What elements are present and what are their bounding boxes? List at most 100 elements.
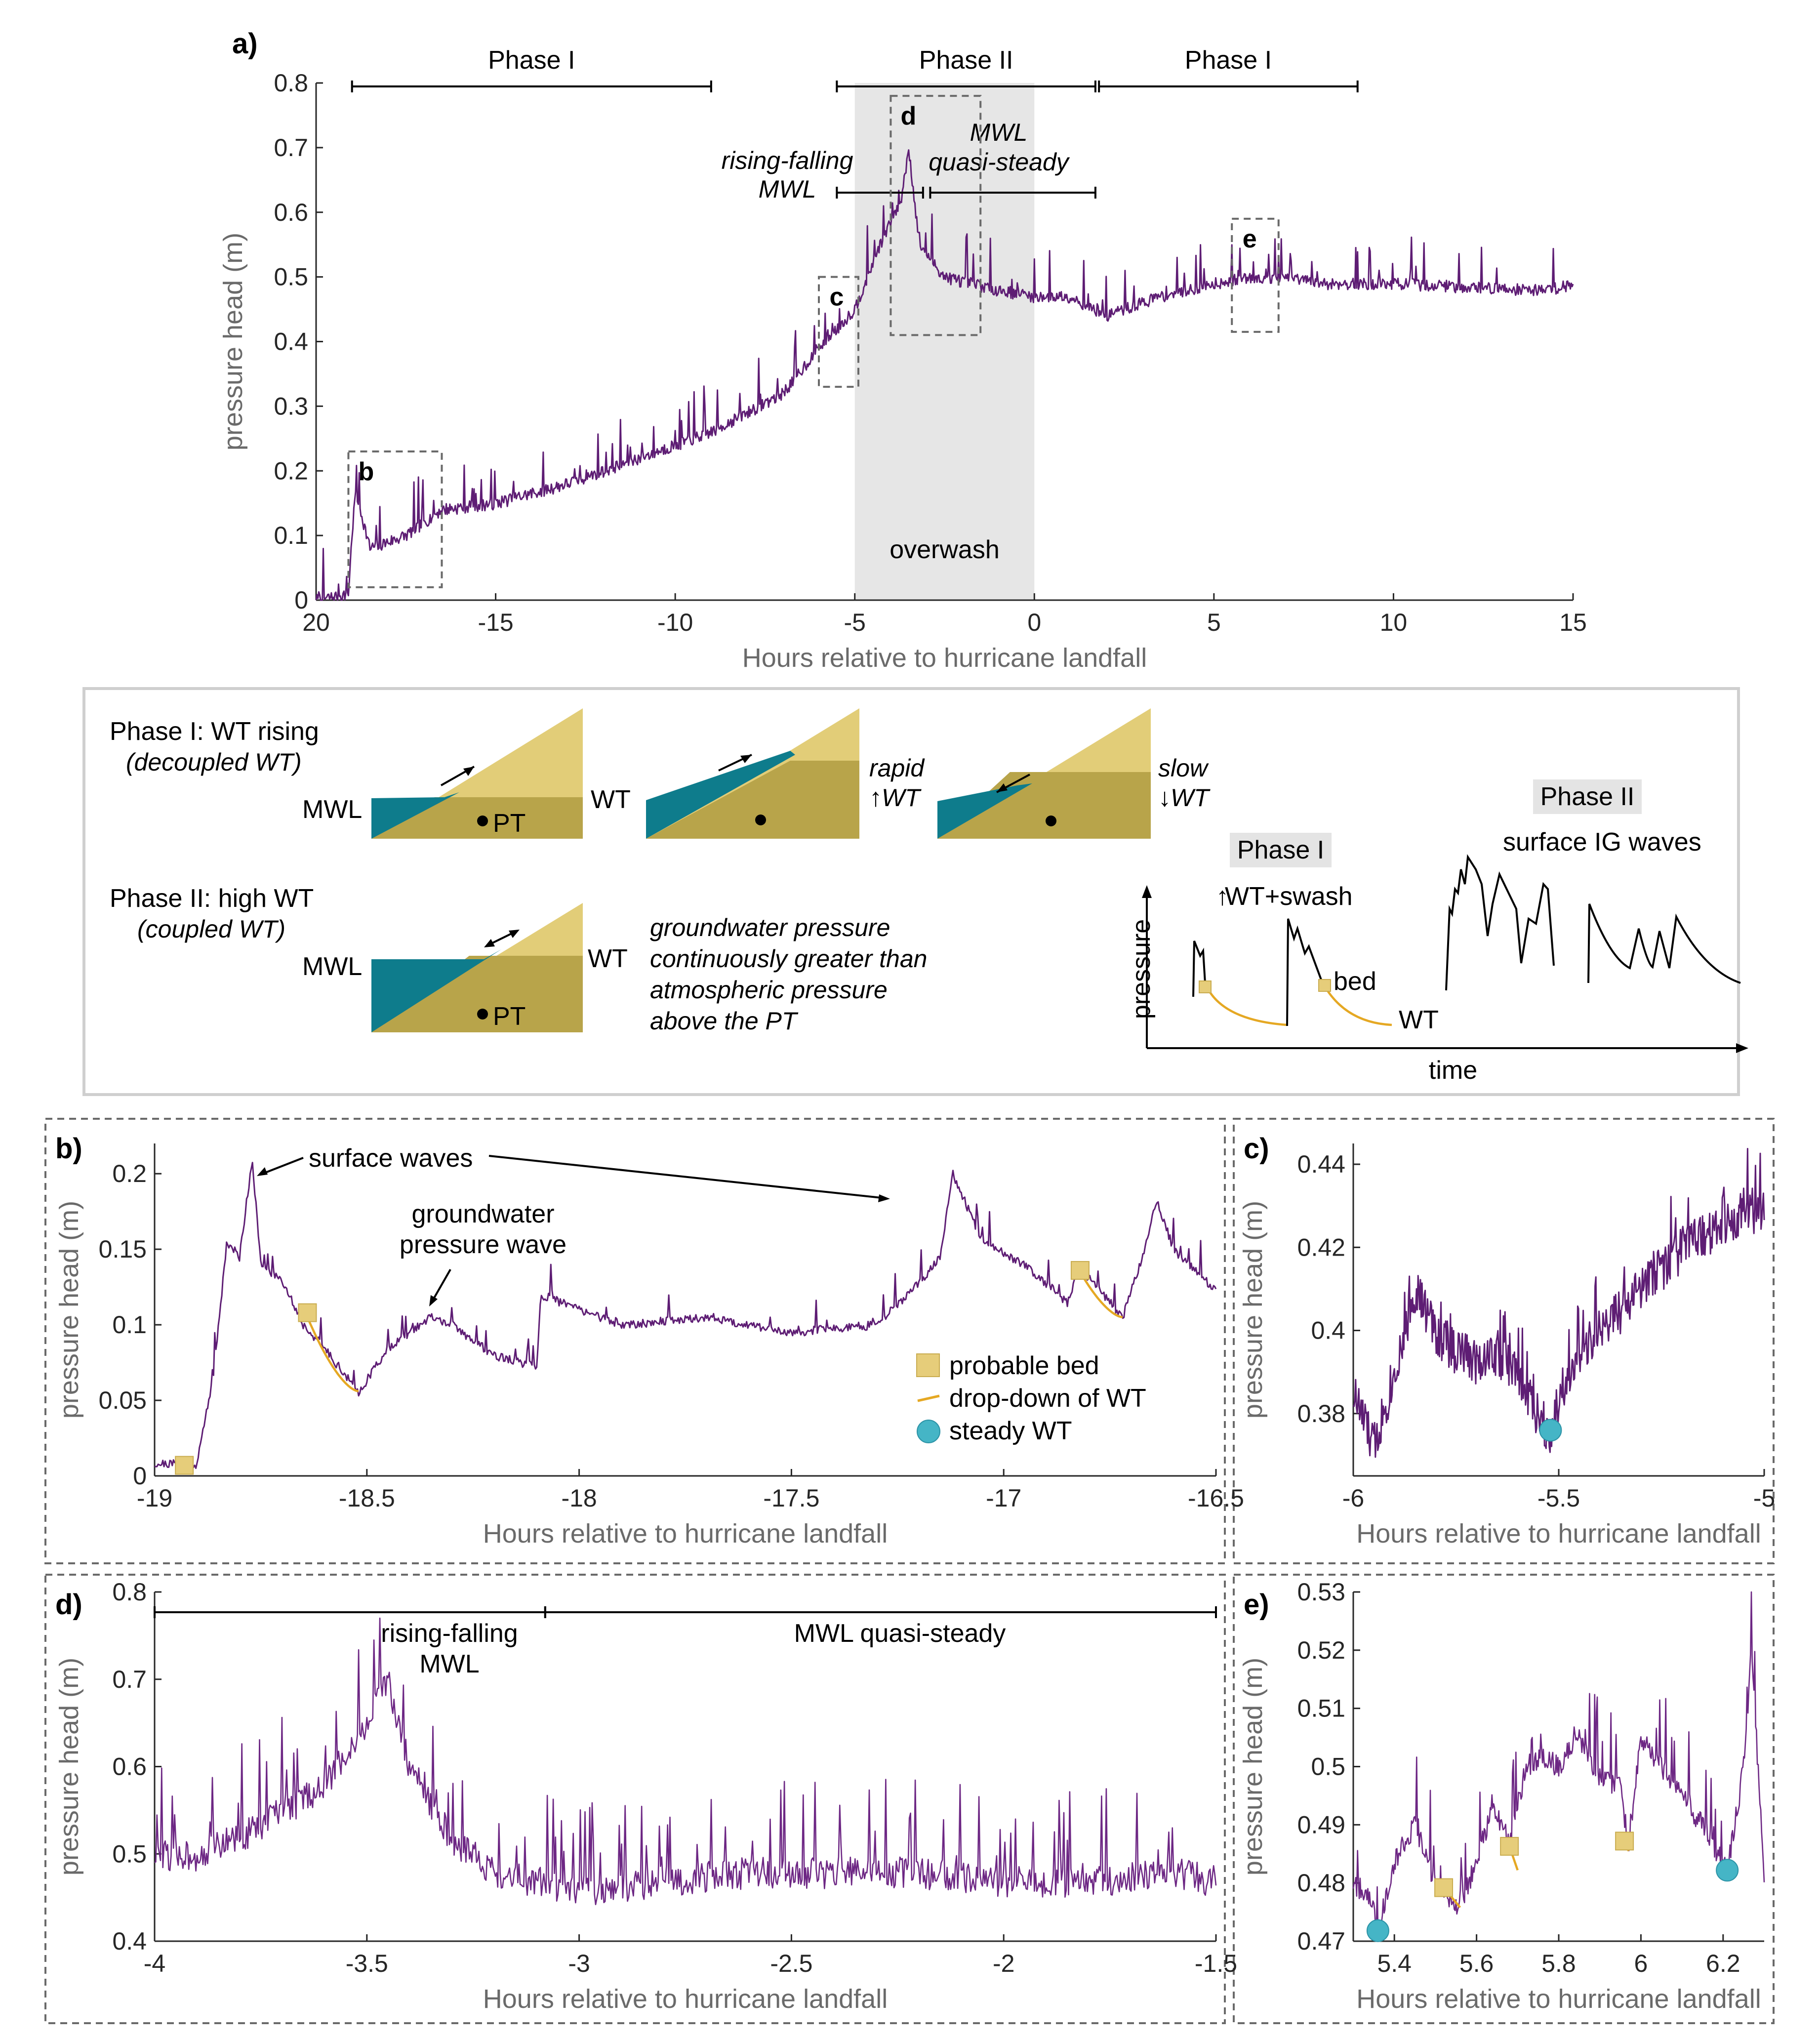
pt-dot xyxy=(477,1009,488,1019)
wt-rapid-label: WT xyxy=(882,784,922,812)
arrow-head-icon xyxy=(740,755,752,763)
x-tick-label: 0 xyxy=(1027,609,1041,636)
x-axis-title: Hours relative to hurricane landfall xyxy=(1356,1519,1761,1549)
up-arrow-icon: ↑ xyxy=(1216,882,1229,911)
y-tick-label: 0.4 xyxy=(274,328,308,356)
inset-box-label: c xyxy=(830,283,844,312)
pressure-axis-label: pressure xyxy=(1127,919,1156,1019)
y-tick-label: 0.3 xyxy=(274,392,308,420)
gw-wave-label-line2: pressure wave xyxy=(400,1230,566,1259)
panel-a-plot: 20 -15 -10 -5 0 5 10 15 0 0.1 0.2 0.3 0.4 0.5 0.6 0.7 0.… xyxy=(218,69,1587,673)
y-tick-label: 0.4 xyxy=(112,1927,147,1955)
gw-text-4: above the PT xyxy=(650,1007,799,1035)
panel-d-label: d) xyxy=(55,1589,82,1621)
mwl-label: MWL xyxy=(302,795,362,824)
surface-waves-label: surface waves xyxy=(309,1144,473,1173)
saturated-sand xyxy=(937,772,1151,839)
y-tick-label: 0.6 xyxy=(112,1753,147,1781)
bed-label: bed xyxy=(1334,967,1376,996)
phase2-subtitle: (coupled WT) xyxy=(137,915,285,943)
phase-label: Phase II xyxy=(919,46,1013,75)
y-tick-label: 0.38 xyxy=(1297,1400,1345,1427)
sub-phase-label: MWL quasi-steady xyxy=(794,1619,1006,1648)
phase1-title: Phase I: WT rising xyxy=(110,717,319,746)
surface-ig-waves-1 xyxy=(1445,854,1555,991)
inset-wt-label: WT xyxy=(1399,1006,1439,1034)
bed-marker xyxy=(1615,1832,1634,1851)
pt-label: PT xyxy=(493,809,526,838)
bed-marker xyxy=(1434,1878,1454,1897)
sub-phase-label: MWL xyxy=(759,175,816,203)
bed-marker xyxy=(1500,1836,1519,1856)
y-tick-label: 0.8 xyxy=(274,69,308,97)
pt-dot xyxy=(477,815,488,826)
pt-dot xyxy=(755,815,766,825)
inset-box-e xyxy=(1231,217,1280,333)
x-tick-label: 5.8 xyxy=(1541,1950,1576,1977)
y-axis-title: pressure head (m) xyxy=(218,233,248,450)
x-tick-label: -19 xyxy=(137,1484,172,1512)
x-tick-label: -16.5 xyxy=(1188,1484,1244,1512)
x-tick-label: -6 xyxy=(1342,1484,1364,1512)
bed-marker xyxy=(298,1303,317,1322)
y-tick-label: 0.51 xyxy=(1297,1695,1345,1722)
panel-b: -19 -18.5 -18 -17.5 -17 -16.5 0 0.05 0.1 0.15 0.2 H… xyxy=(54,1133,1244,1549)
sub-phase-label: rising-falling xyxy=(722,147,853,174)
phase1-badge xyxy=(1230,833,1332,867)
gw-text-1: groundwater pressure xyxy=(650,914,890,941)
wt-label: WT xyxy=(591,785,631,814)
wt-dropdown-segment xyxy=(1079,1271,1123,1319)
phase-label: Phase I xyxy=(1185,46,1272,75)
swash-pulse-1 xyxy=(1192,940,1206,997)
y-axis-title: pressure head (m) xyxy=(1238,1658,1268,1875)
bed-marker xyxy=(1318,979,1331,992)
x-tick-label: 15 xyxy=(1559,609,1587,636)
sub-phase-bracket xyxy=(544,1606,1217,1618)
x-axis-title: Hours relative to hurricane landfall xyxy=(1356,1984,1761,2014)
x-tick-label: 20 xyxy=(302,609,330,636)
bed-marker xyxy=(1070,1261,1090,1280)
y-tick-label: 0.05 xyxy=(99,1386,147,1414)
x-tick-label: -5 xyxy=(1753,1484,1775,1512)
gw-text-2: continuously greater than xyxy=(650,945,927,973)
panel-a-label: a) xyxy=(232,28,258,60)
x-tick-label: 10 xyxy=(1380,609,1408,636)
panel-b-plot: -19 -18.5 -18 -17.5 -17 -16.5 0 0.05 0.1 0.15 0.2 H… xyxy=(54,1143,1244,1549)
wt-label: WT xyxy=(588,944,628,973)
x-tick-label: -10 xyxy=(657,609,693,636)
seawater xyxy=(646,751,795,839)
overwash-region xyxy=(854,83,1035,600)
x-tick-label: -17.5 xyxy=(763,1484,819,1512)
y-axis-title: pressure head (m) xyxy=(54,1658,84,1875)
arrow-head-icon xyxy=(509,930,520,938)
inset-frames xyxy=(44,1118,1775,2024)
x-tick-label: -3 xyxy=(568,1950,590,1977)
b-series-line xyxy=(154,1162,1217,1469)
x-tick-label: -17 xyxy=(986,1484,1021,1512)
phase-bracket xyxy=(351,81,712,92)
pressure-time-inset: pressure time Phase I Phase II surface I… xyxy=(1127,779,1748,1085)
inset-box-c xyxy=(818,276,859,388)
conceptual-schematic: Phase I: WT rising (decoupled WT) PT MWL… xyxy=(82,687,1748,1096)
y-tick-label: 0.49 xyxy=(1297,1811,1345,1838)
x-tick-label: 5 xyxy=(1207,609,1221,636)
phase2-badge xyxy=(1533,779,1642,814)
inset-box-label: b xyxy=(359,457,374,486)
y-tick-label: 0.5 xyxy=(112,1840,147,1868)
arrow-head-icon xyxy=(429,1295,438,1306)
phase1-subtitle: (decoupled WT) xyxy=(126,748,302,776)
inset-box-label: d xyxy=(901,102,917,130)
y-tick-label: 0.6 xyxy=(274,199,308,226)
up-arrow-icon: ↑ xyxy=(869,783,882,812)
y-tick-label: 0.48 xyxy=(1297,1869,1345,1897)
beach-diagram-wt-rising: PT MWL WT xyxy=(302,708,631,839)
rapid-label: rapid xyxy=(869,754,925,782)
time-axis-label: time xyxy=(1429,1056,1477,1085)
x-tick-label: 6 xyxy=(1634,1950,1648,1977)
sub-phase-label: rising-falling xyxy=(381,1619,518,1648)
y-tick-label: 0.2 xyxy=(274,457,308,485)
arrow-head-icon xyxy=(1736,1043,1748,1053)
legend-dropdown-line xyxy=(917,1394,940,1402)
